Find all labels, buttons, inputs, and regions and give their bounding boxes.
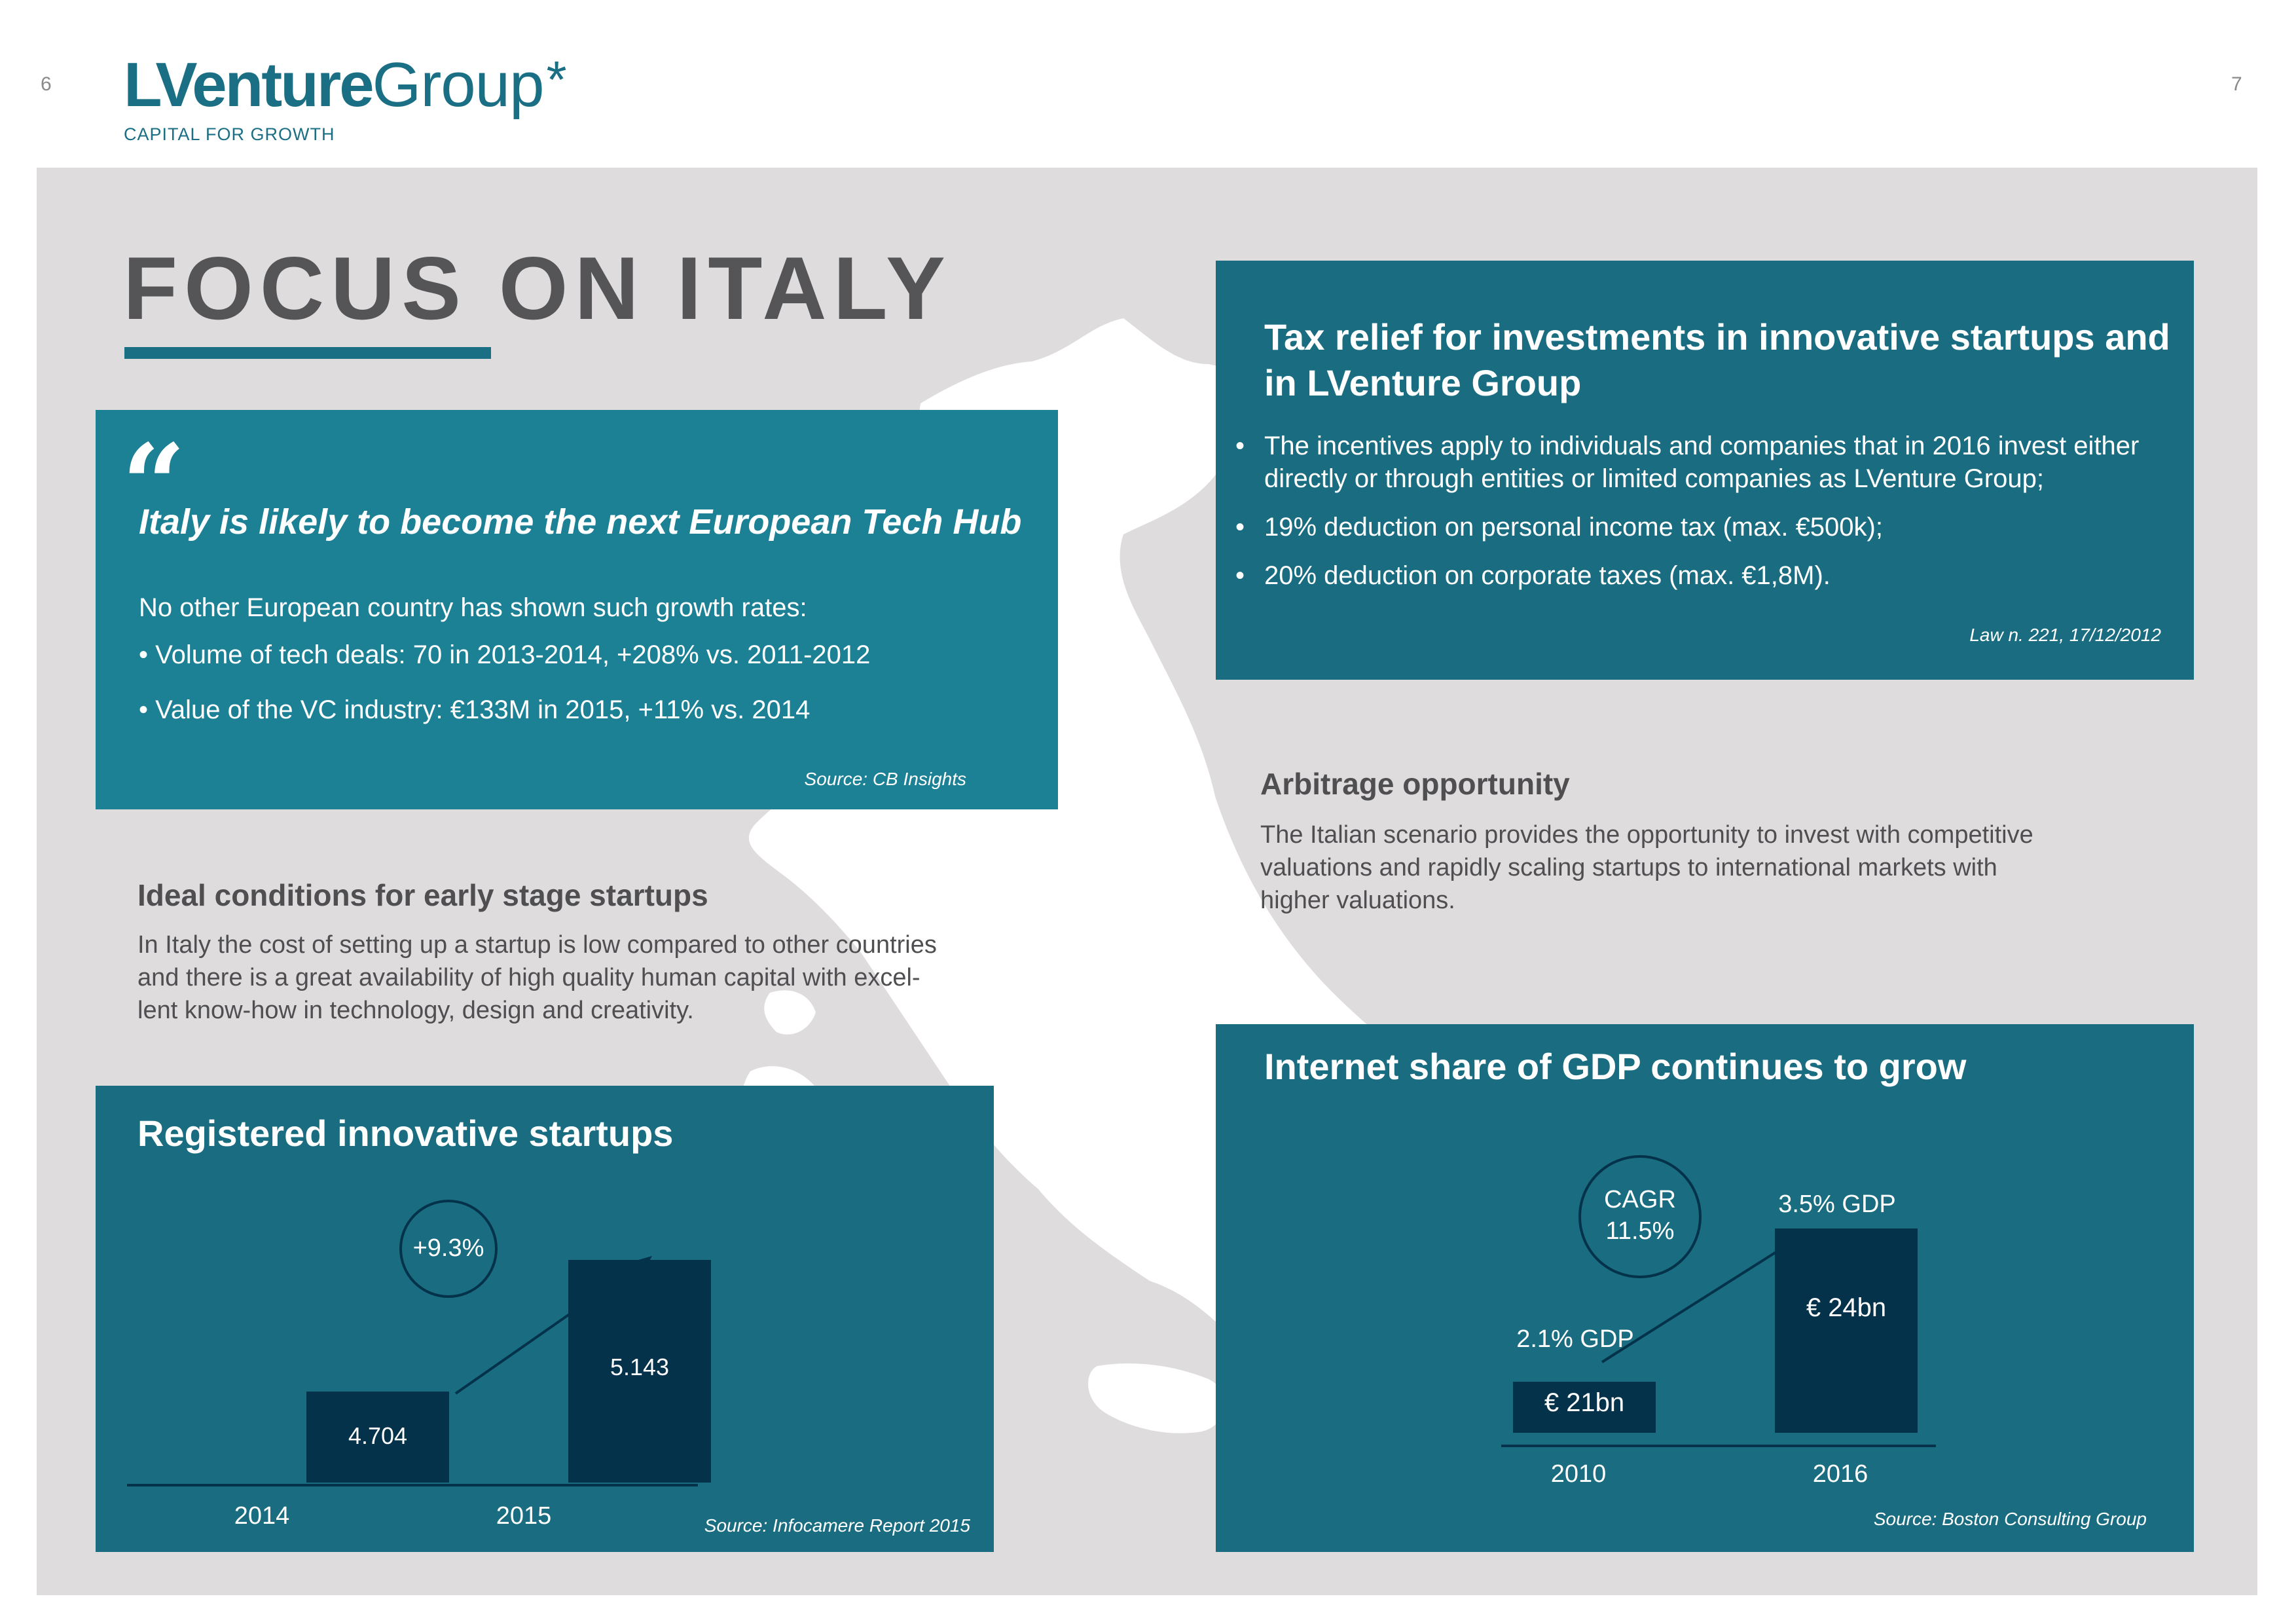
startups-bar-2015	[568, 1260, 711, 1483]
logo-text-group: Group	[372, 50, 545, 120]
startups-growth-circle	[399, 1200, 498, 1298]
logo-tagline: CAPITAL FOR GROWTH	[124, 124, 335, 144]
startups-chart-box: Registered innovative startups +9.3% 4.7…	[96, 1086, 994, 1552]
logo-text-lventure: LVenture	[124, 50, 374, 120]
startups-value-2015: 5.143	[610, 1354, 670, 1381]
page-number-right: 7	[2231, 73, 2242, 95]
tax-bullet-incentives: • The incentives apply to individuals and…	[1235, 432, 2140, 493]
tax-source: Law n. 221, 17/12/2012	[1969, 625, 2161, 645]
arbitrage-heading: Arbitrage opportunity	[1260, 767, 1570, 801]
logo: LVentureGroup* CAPITAL FOR GROWTH	[124, 50, 567, 145]
tax-relief-box: Tax relief for investments in innovative…	[1216, 261, 2194, 680]
gdp-cagr-label: CAGR 11.5%	[1604, 1186, 1676, 1245]
arbitrage-text: The Italian scenario provides the opport…	[1260, 821, 2033, 914]
logo-star-icon: *	[546, 50, 566, 109]
gdp-bar-2010	[1513, 1382, 1656, 1433]
gdp-value-2010: € 21bn	[1544, 1388, 1625, 1417]
gdp-annotation-2010: 2.1% GDP	[1516, 1325, 1634, 1353]
gdp-bar-2016	[1775, 1228, 1918, 1433]
ideal-conditions-heading: Ideal conditions for early stage startup…	[137, 878, 708, 912]
startups-bar-2014	[306, 1391, 449, 1483]
page-number-left: 6	[41, 73, 52, 95]
gdp-chart-title: Internet share of GDP continues to grow	[1264, 1046, 1967, 1087]
gdp-source: Source: Boston Consulting Group	[1873, 1509, 2147, 1529]
quote-headline: Italy is likely to become the next Europ…	[139, 502, 1022, 542]
tax-headline: Tax relief for investments in innovative…	[1264, 316, 2170, 403]
startups-value-2014: 4.704	[348, 1422, 408, 1449]
startups-tick-2014: 2014	[234, 1502, 290, 1530]
page-title: FOCUS ON ITALY	[123, 238, 952, 338]
startups-tick-2015: 2015	[496, 1502, 552, 1530]
tax-bullet-personal: • 19% deduction on personal income tax (m…	[1235, 513, 1883, 542]
tech-hub-quote-box: “ Italy is likely to become the next Eur…	[96, 410, 1058, 809]
startups-growth-label: +9.3%	[412, 1234, 484, 1262]
startups-baseline	[127, 1484, 698, 1486]
quote-bullet-deals: • Volume of tech deals: 70 in 2013-2014,…	[139, 640, 871, 669]
ideal-conditions-text: In Italy the cost of setting up a startu…	[137, 931, 937, 1024]
gdp-chart-box: Internet share of GDP continues to grow …	[1216, 1024, 2194, 1552]
startups-source: Source: Infocamere Report 2015	[704, 1515, 970, 1536]
gdp-tick-2016: 2016	[1812, 1460, 1868, 1488]
gdp-tick-2010: 2010	[1550, 1460, 1607, 1488]
quote-mark-icon: “	[122, 420, 186, 551]
title-underline	[124, 347, 491, 359]
gdp-annotation-2016: 3.5% GDP	[1778, 1190, 1896, 1218]
quote-intro: No other European country has shown such…	[139, 593, 807, 622]
tax-bullet-corporate: • 20% deduction on corporate taxes (max. …	[1235, 561, 1831, 590]
quote-bullet-vc-value: • Value of the VC industry: €133M in 201…	[139, 695, 811, 724]
startups-chart-title: Registered innovative startups	[137, 1113, 674, 1154]
gdp-value-2016: € 24bn	[1806, 1293, 1887, 1322]
gdp-baseline	[1501, 1445, 1936, 1447]
gdp-cagr-circle	[1578, 1155, 1702, 1278]
quote-source: Source: CB Insights	[804, 769, 966, 789]
